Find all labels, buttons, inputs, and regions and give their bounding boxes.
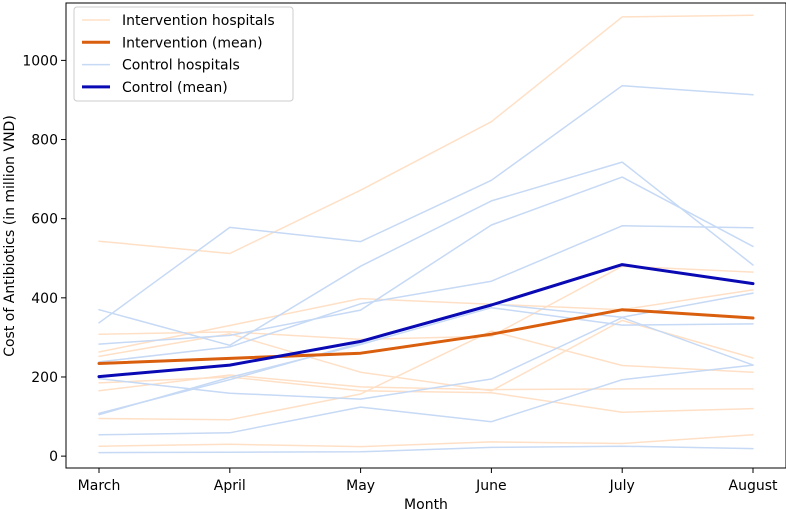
series-lines (97, 14, 755, 454)
series-line-control-hospital-9 (98, 445, 754, 454)
legend-frame (73, 6, 294, 102)
series-line-intervention-hospital-2 (98, 265, 754, 341)
plot-area-frame (65, 2, 786, 469)
x-tick-label-april: April (214, 478, 246, 494)
y-tick-label: 800 (31, 133, 58, 149)
legend-label-intervention-hospitals: Intervention hospitals (122, 13, 275, 29)
y-tick-label: 0 (49, 449, 58, 465)
series-line-intervention-hospital-6 (98, 376, 754, 413)
y-tick-label: 200 (31, 370, 58, 386)
series-line-intervention-mean (97, 308, 755, 365)
series-line-control-hospital-2 (98, 161, 754, 347)
x-tick-label-july: July (609, 478, 635, 494)
series-line-intervention-hospital-4 (98, 319, 754, 392)
series-line-control-hospital-1 (98, 84, 754, 324)
series-line-intervention-hospital-1 (98, 14, 754, 255)
y-tick-label: 600 (31, 212, 58, 228)
legend: Intervention hospitals Intervention (mean… (73, 6, 294, 102)
x-axis-title: Month (404, 497, 448, 510)
series-line-control-hospital-7 (98, 316, 754, 400)
series-line-intervention-hospital-8 (98, 434, 754, 448)
series-line-control-hospital-4 (98, 225, 754, 363)
y-axis: 0 200 400 600 800 1000 (22, 53, 66, 465)
y-axis-title: Cost of Antibiotics (in million VND) (2, 115, 18, 357)
legend-label-intervention-mean: Intervention (mean) (122, 35, 263, 51)
series-line-intervention-hospital-3 (98, 289, 754, 353)
x-tick-label-june: June (475, 478, 507, 494)
x-tick-label-august: August (729, 478, 779, 494)
y-tick-label: 1000 (22, 53, 58, 69)
legend-label-control-hospitals: Control hospitals (122, 58, 240, 74)
y-tick-label: 400 (31, 291, 58, 307)
series-line-control-hospital-8 (98, 364, 754, 436)
series-line-control-mean (97, 263, 755, 379)
x-tick-label-march: March (78, 478, 121, 494)
x-axis: March April May June July August (78, 468, 778, 494)
series-line-intervention-hospital-7 (98, 330, 754, 421)
legend-label-control-mean: Control (mean) (122, 80, 228, 96)
series-line-control-hospital-3 (98, 176, 754, 345)
x-tick-label-may: May (346, 478, 375, 494)
